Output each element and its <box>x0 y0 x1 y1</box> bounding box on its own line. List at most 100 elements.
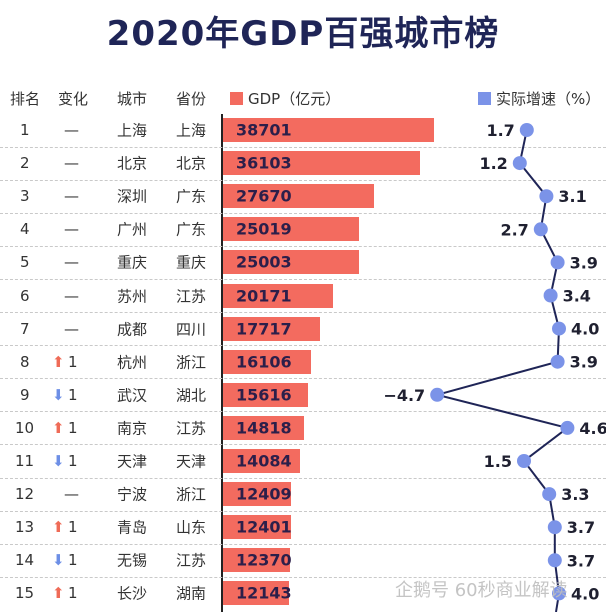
row-separator <box>0 510 606 512</box>
growth-point <box>550 255 565 270</box>
growth-label: 4.0 <box>571 320 599 339</box>
row-separator <box>0 477 606 479</box>
growth-label: 3.9 <box>570 253 598 272</box>
province-cell: 广东 <box>176 187 207 206</box>
growth-label: 4.0 <box>571 584 599 603</box>
gdp-bar-label: 12370 <box>236 550 292 570</box>
row-separator <box>0 179 606 181</box>
gdp-bar <box>223 515 291 540</box>
gdp-bar-label: 15616 <box>236 385 292 405</box>
legend-growth-label: 实际增速（%） <box>496 90 601 108</box>
growth-label: 3.7 <box>567 551 595 570</box>
growth-point <box>512 156 527 171</box>
gdp-bar <box>223 250 360 275</box>
watermark: 企鹅号 60秒商业解读 <box>395 580 568 601</box>
city-cell: 南京 <box>117 419 148 438</box>
gdp-bar <box>223 482 291 507</box>
gdp-bar <box>223 283 333 308</box>
growth-point <box>430 387 445 402</box>
arrow-up-icon: ⬆ <box>52 584 65 603</box>
rank-cell: 15 <box>15 584 35 603</box>
rank-cell: 13 <box>15 518 35 537</box>
row-separator <box>0 312 606 314</box>
row-separator <box>0 444 606 446</box>
province-cell: 上海 <box>176 121 207 140</box>
province-cell: 四川 <box>176 320 207 339</box>
growth-point <box>552 586 566 601</box>
header-city: 城市 <box>117 90 148 108</box>
province-cell: 浙江 <box>176 485 207 504</box>
province-cell: 湖北 <box>176 386 207 405</box>
growth-label: −4.7 <box>383 386 425 405</box>
rank-cell: 11 <box>15 452 35 470</box>
province-cell: 湖南 <box>176 584 207 603</box>
rank-cell: 12 <box>15 485 35 504</box>
growth-point <box>539 189 554 204</box>
city-cell: 苏州 <box>117 287 148 305</box>
chart-title: 2020年GDP百强城市榜 <box>106 14 500 54</box>
city-cell: 深圳 <box>117 187 148 206</box>
header-rank: 排名 <box>10 90 41 108</box>
growth-point <box>552 321 566 336</box>
change-none: — <box>64 485 79 504</box>
legend-gdp: GDP（亿元） <box>230 88 340 109</box>
gdp-bar-label: 12401 <box>236 517 292 537</box>
row-separator <box>0 411 606 413</box>
city-cell: 重庆 <box>117 253 148 272</box>
row-separator <box>0 345 606 347</box>
rank-cell: 6 <box>20 286 30 305</box>
gdp-bar <box>223 581 290 606</box>
gdp-bar <box>223 184 374 209</box>
change-cell: 1 <box>68 385 78 404</box>
arrow-up-icon: ⬆ <box>52 418 65 437</box>
arrow-down-icon: ⬇ <box>52 452 65 470</box>
gdp-bar-label: 27670 <box>236 186 292 206</box>
arrow-up-icon: ⬆ <box>52 352 65 371</box>
change-cell: 1 <box>68 551 78 570</box>
change-none: — <box>64 319 79 338</box>
growth-label: 4.6 <box>579 419 606 438</box>
province-cell: 江苏 <box>176 419 207 438</box>
legend-growth: 实际增速（%） <box>478 88 600 109</box>
row-separator <box>0 278 606 280</box>
header-province: 省份 <box>176 90 207 108</box>
rank-cell: 2 <box>20 154 30 173</box>
change-none: — <box>64 253 79 272</box>
legend-gdp-label: GDP（亿元） <box>248 90 341 108</box>
growth-label: 3.1 <box>558 187 586 206</box>
change-none: — <box>64 121 79 139</box>
change-cell: 1 <box>68 352 78 371</box>
growth-label: 3.4 <box>563 287 591 306</box>
growth-label: 3.9 <box>570 353 598 372</box>
row-separator <box>0 576 606 578</box>
growth-point <box>543 288 558 303</box>
change-none: — <box>64 154 79 173</box>
growth-label: 1.7 <box>486 121 514 140</box>
growth-point <box>542 487 557 502</box>
row-separator <box>0 378 606 380</box>
growth-point <box>517 454 531 468</box>
city-cell: 广州 <box>117 220 148 239</box>
province-cell: 江苏 <box>176 287 207 305</box>
province-cell: 广东 <box>176 220 207 239</box>
gdp-bar-label: 25019 <box>236 219 292 239</box>
rank-cell: 7 <box>20 319 30 338</box>
arrow-down-icon: ⬇ <box>52 551 65 570</box>
growth-label: 1.5 <box>484 452 512 471</box>
rank-cell: 4 <box>20 220 30 239</box>
growth-label: 3.3 <box>561 485 589 504</box>
gdp-bar-label: 38701 <box>236 120 292 140</box>
arrow-down-icon: ⬇ <box>52 385 65 404</box>
gdp-bar-label: 14818 <box>236 418 292 438</box>
province-cell: 重庆 <box>176 253 207 272</box>
row-separator <box>0 245 606 247</box>
gdp-bar <box>223 118 434 142</box>
city-cell: 武汉 <box>117 386 148 405</box>
change-cell: 1 <box>68 584 78 603</box>
arrow-up-icon: ⬆ <box>52 518 65 537</box>
growth-point <box>547 520 562 535</box>
gdp-bar <box>223 548 291 573</box>
row-separator <box>0 212 606 214</box>
change-cell: 1 <box>68 418 78 437</box>
